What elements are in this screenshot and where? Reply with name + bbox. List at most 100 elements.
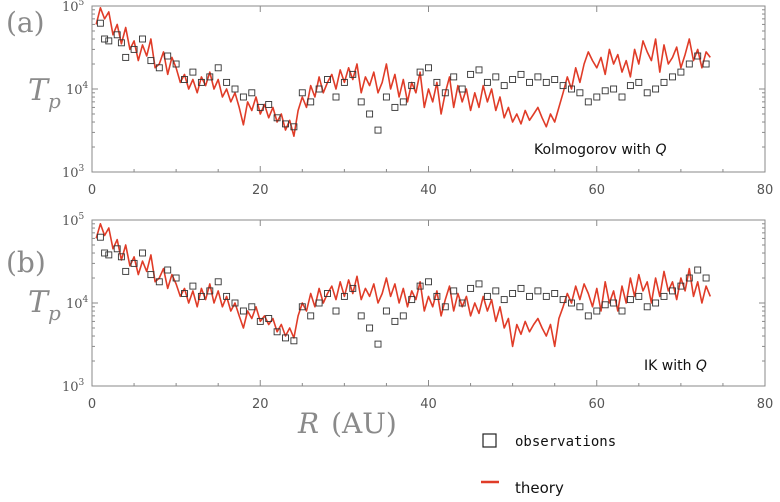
observation-point [626, 296, 634, 304]
observation-point [399, 98, 407, 106]
observation-point [601, 301, 609, 309]
observation-point [366, 110, 374, 118]
observation-point [500, 296, 508, 304]
observation-point [483, 292, 491, 300]
observation-point [559, 296, 567, 304]
observation-point [223, 78, 231, 86]
observation-point [643, 89, 651, 97]
observation-point [610, 299, 618, 307]
observation-point [248, 89, 256, 97]
observation-point [340, 78, 348, 86]
observation-point [542, 292, 550, 300]
y-axis-label-sub-a: p [48, 89, 61, 113]
observation-point [618, 93, 626, 101]
observation-point [542, 78, 550, 86]
x-tick-label: 40 [420, 397, 437, 412]
x-tick-label: 40 [420, 183, 437, 198]
observation-point [509, 290, 517, 297]
observation-point [441, 89, 449, 97]
x-tick-label: 0 [88, 397, 96, 412]
observation-point [652, 299, 660, 307]
observation-point [155, 278, 163, 286]
observation-point [155, 64, 163, 72]
observation-point [526, 78, 533, 86]
observation-point [425, 278, 432, 286]
observation-point [551, 290, 559, 297]
observation-point [660, 292, 668, 300]
x-axis-label-variable: R [297, 407, 319, 440]
y-tick-label: 104 [66, 295, 89, 312]
observation-point [366, 324, 374, 332]
observation-point [349, 70, 357, 78]
x-ticks-b: 0 20 40 60 80 [88, 220, 773, 412]
observation-point [517, 70, 525, 78]
observation-point [324, 290, 331, 297]
observation-point [669, 287, 676, 295]
observation-point [534, 73, 542, 81]
observation-point [483, 78, 491, 86]
observation-point [122, 53, 130, 61]
observation-point [416, 68, 424, 76]
observation-point [568, 85, 575, 93]
observation-point [374, 340, 382, 348]
observation-point [576, 89, 584, 97]
observation-point [374, 126, 382, 134]
observation-point [223, 292, 231, 300]
observation-point [239, 93, 247, 101]
observation-point [416, 282, 424, 290]
observation-point [408, 82, 416, 90]
y-tick-label: 103 [62, 378, 85, 395]
observation-point [324, 76, 331, 83]
y-axis-label-main-b: T [28, 285, 50, 320]
observation-point [231, 85, 239, 93]
observation-point [357, 98, 365, 106]
observation-point [206, 73, 214, 81]
observation-point [172, 274, 180, 282]
annotation-b: IK with Q [644, 358, 707, 374]
observation-point [214, 278, 222, 286]
observation-point [694, 266, 702, 274]
observation-point [593, 93, 601, 101]
observation-point [433, 292, 441, 300]
observation-point [669, 73, 676, 81]
panel-a: (a) Tp Kolmogorov with Q 103 104 105 0 20 40… [6, 0, 773, 198]
observation-point [450, 287, 458, 295]
observation-point [105, 37, 113, 45]
observation-point [105, 251, 113, 259]
observation-point [340, 292, 348, 300]
observation-point [492, 287, 500, 295]
observation-point [408, 296, 416, 304]
legend: observations theory [481, 433, 616, 497]
observation-point [610, 85, 618, 93]
observation-point [677, 282, 685, 290]
x-tick-label: 20 [252, 397, 269, 412]
observation-point [290, 337, 298, 345]
observation-point [248, 303, 256, 311]
observation-point [685, 60, 693, 68]
observation-point [273, 328, 281, 336]
observation-point [534, 287, 542, 295]
observation-point [122, 267, 130, 275]
observations-series-a [96, 19, 710, 134]
legend-theory-label: theory [515, 479, 564, 497]
observation-point [635, 292, 643, 300]
x-tick-label: 60 [588, 397, 605, 412]
observation-point [694, 52, 702, 60]
observation-point [197, 292, 205, 300]
observation-point [265, 315, 273, 322]
observation-point [206, 287, 214, 295]
y-tick-label: 105 [62, 0, 85, 15]
observation-point [551, 76, 559, 83]
observation-point [568, 299, 575, 307]
observation-point [282, 120, 289, 128]
observation-point [517, 284, 525, 292]
observation-point [652, 85, 660, 93]
observation-point [273, 114, 281, 122]
observation-point [315, 299, 323, 307]
legend-observations-marker [482, 433, 497, 448]
observation-point [349, 284, 357, 292]
observation-point [391, 103, 399, 111]
observation-point [584, 312, 592, 320]
observation-point [181, 290, 188, 297]
